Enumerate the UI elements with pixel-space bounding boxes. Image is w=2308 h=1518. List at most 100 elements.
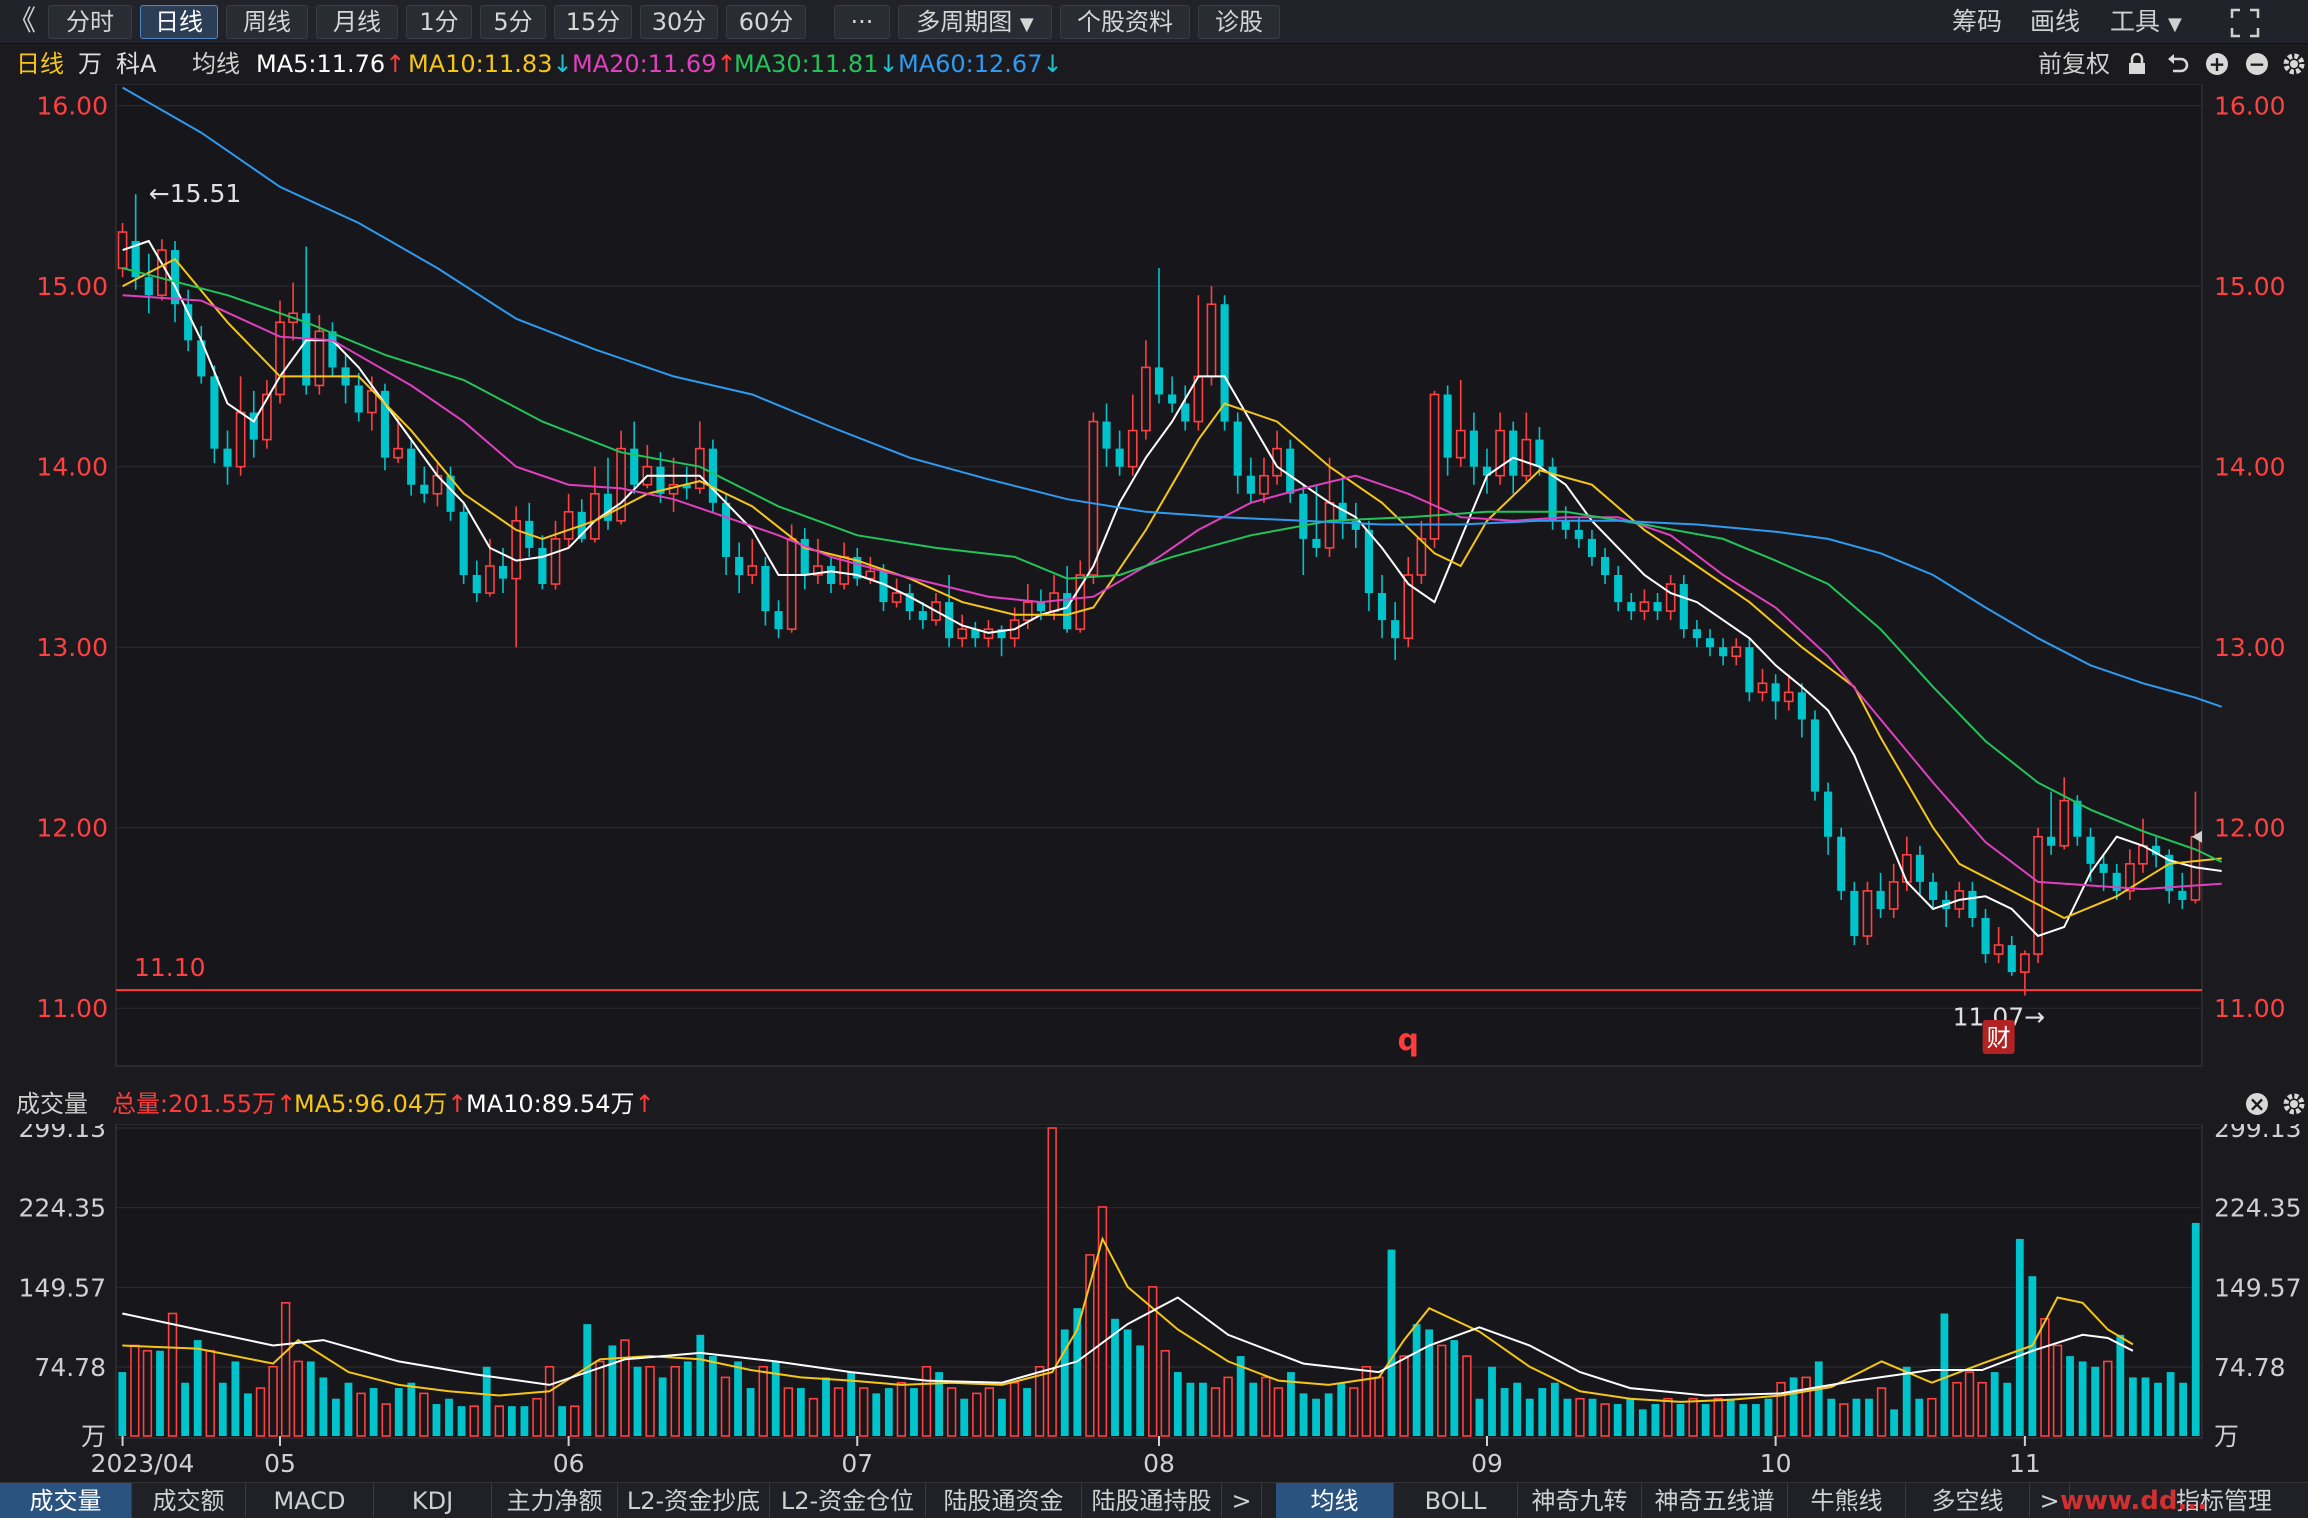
candle-body bbox=[589, 492, 600, 540]
chevron-right-icon[interactable]: > bbox=[2030, 1483, 2070, 1518]
x-tick-label: 10 bbox=[1760, 1449, 1792, 1478]
volume-bar bbox=[532, 1397, 542, 1437]
x-tick-label: 11 bbox=[2009, 1449, 2041, 1478]
indicator-manage-button[interactable]: 指标管理 bbox=[2176, 1487, 2272, 1515]
candle-body bbox=[1757, 682, 1768, 694]
volume-bar bbox=[1085, 1254, 1095, 1437]
volume-bar bbox=[1148, 1286, 1158, 1437]
tab-l2-bottom[interactable]: L2-资金抄底 bbox=[618, 1483, 770, 1518]
gear-icon[interactable] bbox=[2282, 52, 2306, 76]
volume-bar bbox=[1613, 1404, 1622, 1436]
candle-body bbox=[144, 277, 153, 296]
volume-bar bbox=[683, 1361, 692, 1436]
tab-l2-position[interactable]: L2-资金仓位 bbox=[770, 1483, 926, 1518]
draw-line-button[interactable]: 画线 bbox=[2030, 7, 2081, 36]
tab-hk-flow[interactable]: 陆股通资金 bbox=[926, 1483, 1082, 1518]
volume-bar bbox=[394, 1388, 403, 1436]
volume-bar bbox=[796, 1388, 805, 1436]
lock-icon[interactable] bbox=[2126, 53, 2148, 75]
volume-bar bbox=[1361, 1365, 1372, 1437]
volume-bar bbox=[1789, 1377, 1798, 1436]
volume-chart[interactable]: 299.13 299.13 224.35 224.35 149.57 149.57 74.7… bbox=[0, 1124, 2308, 1482]
volume-bar bbox=[558, 1406, 566, 1436]
candle-body bbox=[1115, 448, 1124, 467]
candle-body bbox=[1888, 881, 1899, 910]
stock-name: 科A bbox=[116, 50, 157, 78]
diagnose-button[interactable]: 诊股 bbox=[1198, 5, 1280, 39]
candle-body bbox=[1391, 620, 1400, 639]
tab-30min[interactable]: 30分 bbox=[640, 5, 718, 39]
tab-macd[interactable]: MACD bbox=[246, 1483, 374, 1518]
tab-1min[interactable]: 1分 bbox=[406, 5, 472, 39]
volume-bar bbox=[1776, 1381, 1786, 1437]
candle-body bbox=[117, 231, 128, 269]
multi-period-button[interactable]: 多周期图 ▼ bbox=[898, 5, 1052, 39]
candle-body bbox=[616, 447, 626, 522]
tab-kdj[interactable]: KDJ bbox=[374, 1483, 492, 1518]
volume-bar bbox=[608, 1345, 617, 1436]
candle-body bbox=[2033, 835, 2043, 955]
volume-bar bbox=[1425, 1329, 1434, 1436]
tab-daily[interactable]: 日线 bbox=[140, 5, 218, 39]
candle-body bbox=[1627, 602, 1636, 612]
volume-bar bbox=[544, 1365, 555, 1437]
fullscreen-icon[interactable] bbox=[2230, 8, 2260, 38]
gear-icon[interactable] bbox=[2282, 1092, 2306, 1116]
stock-profile-button[interactable]: 个股资料 bbox=[1060, 5, 1190, 39]
tab-magic-nine[interactable]: 神奇九转 bbox=[1518, 1483, 1642, 1518]
candle-body bbox=[1901, 853, 1912, 883]
volume-label[interactable]: 成交量 bbox=[16, 1090, 88, 1118]
volume-bar bbox=[1136, 1345, 1145, 1436]
volume-bar bbox=[1337, 1382, 1346, 1436]
tab-long-short[interactable]: 多空线 bbox=[1906, 1483, 2030, 1518]
tab-boll[interactable]: BOLL bbox=[1394, 1483, 1518, 1518]
tab-ma[interactable]: 均线 bbox=[1276, 1483, 1394, 1518]
tab-intraday[interactable]: 分时 bbox=[48, 5, 132, 39]
zoom-in-icon[interactable]: + bbox=[2206, 53, 2228, 75]
tab-bull-bear[interactable]: 牛熊线 bbox=[1788, 1483, 1906, 1518]
tab-monthly[interactable]: 月线 bbox=[316, 5, 398, 39]
chips-button[interactable]: 筹码 bbox=[1952, 7, 2003, 36]
tab-volume[interactable]: 成交量 bbox=[0, 1483, 132, 1518]
volume-y-tick-right: 万 bbox=[2214, 1422, 2239, 1451]
tab-hk-holding[interactable]: 陆股通持股 bbox=[1082, 1483, 1222, 1518]
candle-body bbox=[170, 250, 180, 305]
period-label[interactable]: 日线 bbox=[16, 50, 64, 78]
chevron-right-icon[interactable]: > bbox=[1222, 1483, 1262, 1518]
tab-15min[interactable]: 15分 bbox=[554, 5, 632, 39]
candle-body bbox=[1639, 601, 1650, 612]
volume-bar bbox=[244, 1393, 252, 1436]
tab-main-net[interactable]: 主力净额 bbox=[492, 1483, 618, 1518]
adjust-button[interactable]: 前复权 bbox=[2038, 50, 2110, 78]
y-tick-right: 14.00 bbox=[2214, 453, 2286, 482]
candle-body bbox=[2165, 854, 2174, 891]
volume-bar bbox=[1023, 1388, 1031, 1436]
close-icon[interactable]: × bbox=[2246, 1093, 2268, 1115]
tab-60min[interactable]: 60分 bbox=[726, 5, 806, 39]
collapse-icon[interactable]: 《 bbox=[8, 4, 37, 37]
volume-bar bbox=[746, 1388, 755, 1436]
tab-weekly[interactable]: 周线 bbox=[226, 5, 308, 39]
volume-bar bbox=[2052, 1344, 2063, 1437]
tools-button[interactable]: 工具 ▼ bbox=[2110, 5, 2182, 39]
undo-icon[interactable] bbox=[2166, 53, 2190, 75]
volume-y-tick-right: 74.78 bbox=[2214, 1353, 2286, 1382]
more-button[interactable]: ··· bbox=[834, 5, 890, 39]
candle-body bbox=[2047, 836, 2056, 846]
tab-magic-five[interactable]: 神奇五线谱 bbox=[1642, 1483, 1788, 1518]
x-tick-label: 09 bbox=[1471, 1449, 1503, 1478]
candle-body bbox=[1719, 647, 1728, 657]
candle-body bbox=[708, 448, 718, 503]
tab-5min[interactable]: 5分 bbox=[480, 5, 546, 39]
volume-bar bbox=[1550, 1382, 1559, 1436]
volume-bar bbox=[268, 1365, 278, 1437]
candle-body bbox=[1312, 538, 1321, 548]
zoom-out-icon[interactable]: − bbox=[2246, 53, 2268, 75]
volume-bar bbox=[1513, 1382, 1522, 1436]
volume-ma5: MA5:96.04万↑ bbox=[294, 1090, 468, 1118]
y-tick-left: 11.00 bbox=[36, 994, 108, 1023]
candlestick-chart[interactable]: 16.00 16.00 15.00 15.00 14.00 14.00 13.00 13.00… bbox=[0, 84, 2308, 1084]
ma-label[interactable]: 均线 bbox=[192, 50, 240, 78]
volume-bar bbox=[771, 1361, 780, 1436]
tab-turnover[interactable]: 成交额 bbox=[132, 1483, 246, 1518]
